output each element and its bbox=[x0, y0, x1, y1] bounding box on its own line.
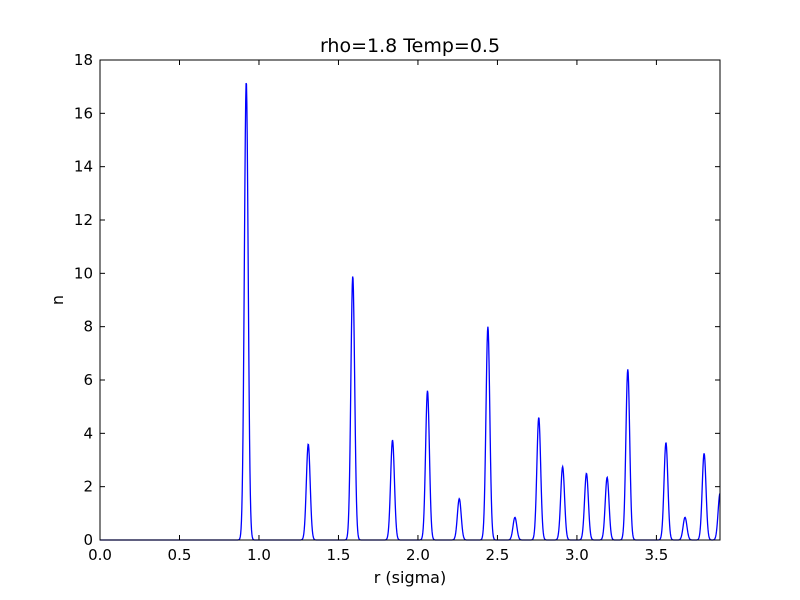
y-tick-label: 2 bbox=[83, 478, 93, 496]
plot-frame bbox=[99, 59, 721, 541]
x-tick-label: 2.5 bbox=[486, 546, 510, 564]
x-tick-label: 0.0 bbox=[88, 546, 112, 564]
x-tick-label: 3.5 bbox=[644, 546, 668, 564]
y-axis-label: n bbox=[48, 295, 67, 305]
y-tick-label: 0 bbox=[83, 531, 93, 549]
y-tick-label: 8 bbox=[83, 318, 93, 336]
chart-title: rho=1.8 Temp=0.5 bbox=[320, 35, 500, 57]
x-tick-label: 1.0 bbox=[247, 546, 271, 564]
y-axis: 0 2 4 6 8 10 12 14 16 18 bbox=[74, 51, 720, 549]
y-tick-label: 10 bbox=[74, 264, 93, 282]
x-tick-label: 2.0 bbox=[406, 546, 430, 564]
x-tick-label: 0.5 bbox=[168, 546, 192, 564]
x-tick-label: 3.0 bbox=[565, 546, 589, 564]
y-tick-label: 16 bbox=[74, 104, 93, 122]
y-tick-label: 18 bbox=[74, 51, 93, 69]
y-tick-label: 6 bbox=[83, 371, 93, 389]
y-tick-label: 14 bbox=[74, 158, 93, 176]
x-axis: 0.0 0.5 1.0 1.5 2.0 2.5 3.0 3.5 bbox=[88, 60, 668, 564]
x-axis-label: r (sigma) bbox=[374, 568, 446, 587]
y-tick-label: 12 bbox=[74, 211, 93, 229]
x-tick-label: 1.5 bbox=[327, 546, 351, 564]
y-tick-label: 4 bbox=[83, 424, 93, 442]
